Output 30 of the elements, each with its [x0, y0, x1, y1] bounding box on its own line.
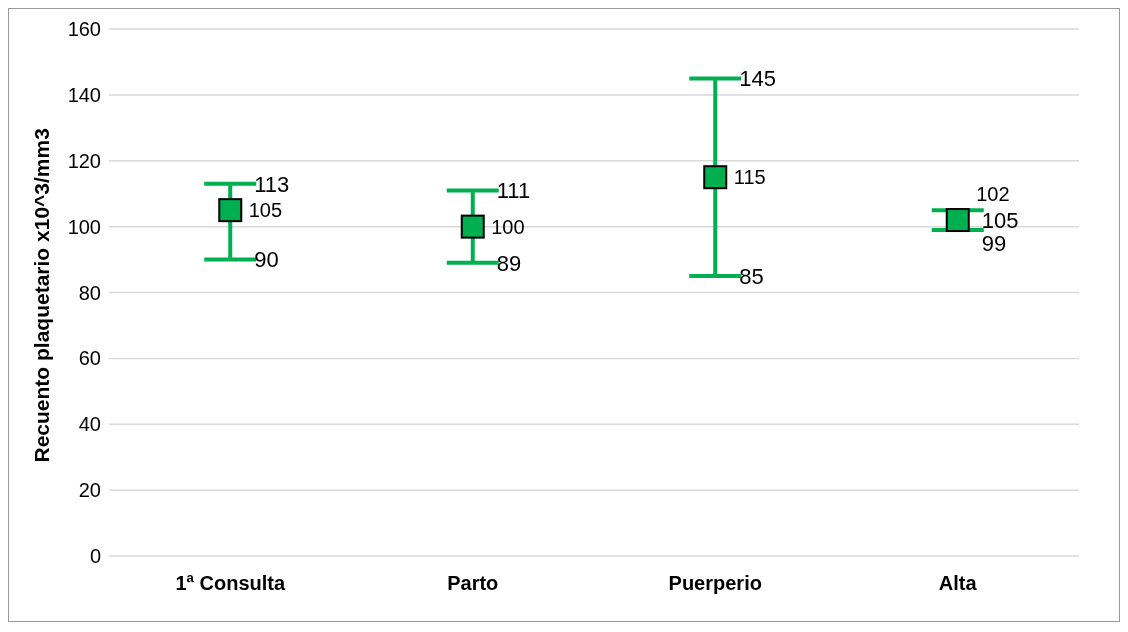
point	[703, 165, 728, 190]
y-tick-label: 20	[78, 479, 101, 502]
x-tick-label: Parto	[447, 572, 499, 595]
y-tick-label: 160	[67, 18, 101, 41]
data-label: 100	[491, 215, 525, 238]
annotation: 145	[739, 66, 776, 92]
point	[460, 214, 485, 239]
annotation: 90	[254, 247, 279, 273]
annotation: 89	[496, 250, 522, 276]
annotation: 105	[981, 207, 1019, 233]
annotation: 85	[739, 263, 764, 289]
y-tick-label: 60	[78, 347, 101, 370]
y-tick-label: 40	[78, 413, 101, 436]
annotation: 111	[496, 178, 531, 204]
data-label: 105	[248, 199, 283, 222]
y-axis-title: Recuento plaquetario x10^3/mm3	[30, 128, 54, 463]
annotation: 99	[981, 231, 1007, 257]
y-tick-label: 120	[67, 149, 101, 172]
x-tick-label: 1ª Consulta	[175, 572, 286, 595]
data-label: 102	[976, 183, 1010, 206]
y-tick-label: 100	[67, 215, 101, 238]
point	[945, 208, 970, 233]
x-tick-label: Alta	[938, 572, 978, 595]
data-label: 115	[733, 166, 766, 189]
y-tick-label: 0	[89, 545, 101, 568]
x-tick-label: Puerperio	[668, 572, 762, 595]
y-tick-label: 80	[78, 281, 101, 304]
point	[218, 198, 243, 223]
annotation: 113	[254, 171, 290, 197]
y-tick-label: 140	[67, 83, 101, 106]
